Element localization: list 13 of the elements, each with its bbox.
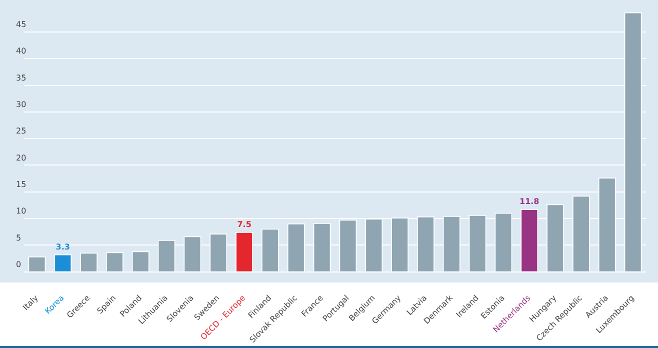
y-tick-label: 40 [16,46,26,56]
data-label: 3.3 [56,242,70,252]
y-tick-label: 30 [16,100,26,110]
y-tick-label: 10 [16,206,26,216]
data-label: 11.8 [520,197,540,206]
y-tick-label: 15 [16,180,26,189]
data-label: 7.5 [237,220,252,229]
y-tick-label: 25 [16,126,26,136]
y-tick-label: 5 [16,233,22,242]
y-tick-label: 20 [16,153,26,162]
y-tick-label: 35 [16,73,26,82]
y-tick-label: 45 [16,20,26,30]
y-tick-label: 0 [16,260,22,269]
